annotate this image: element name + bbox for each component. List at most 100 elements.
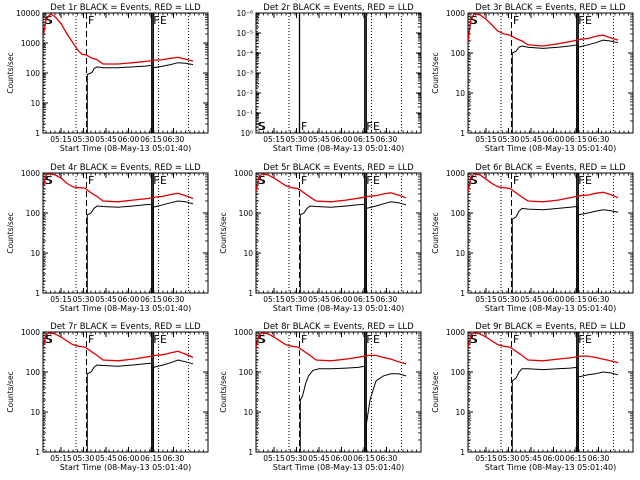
panel-1: Det 1r BLACK = Events, RED = LLD 1 10 100 10…	[6, 3, 209, 153]
event-marker-label: S	[259, 333, 266, 346]
x-tick-label: 05:45	[95, 454, 117, 463]
lld-series-line	[256, 332, 407, 365]
x-tick-label: 06:00	[331, 454, 353, 463]
x-tick-label: 05:15	[50, 295, 72, 304]
x-axis-label: Start Time (08-May-13 05:01:40)	[485, 463, 616, 472]
panel-title: Det 6r BLACK = Events, RED = LLD	[475, 163, 626, 173]
event-marker-label: E	[160, 174, 167, 187]
x-tick-label: 05:15	[475, 295, 497, 304]
x-tick-label: 06:30	[163, 135, 185, 144]
events-series-line	[86, 200, 194, 293]
y-tick-label: 10⁻¹	[236, 109, 253, 118]
event-marker-label: F	[301, 333, 307, 346]
event-marker-label: F	[88, 333, 94, 346]
y-tick-label: 1	[35, 289, 40, 298]
y-tick-label: 10⁰	[240, 129, 253, 138]
y-axis-label: Counts/sec	[6, 52, 15, 93]
event-marker-label: E	[373, 120, 380, 133]
x-tick-label: 05:30	[73, 295, 95, 304]
event-marker-label: S	[45, 333, 52, 346]
x-tick-label: 05:45	[95, 295, 117, 304]
x-tick-label: 05:30	[498, 135, 520, 144]
lld-series-line	[43, 332, 194, 362]
y-tick-label: 1000	[234, 169, 253, 178]
y-tick-label: 1	[460, 289, 465, 298]
event-marker-label: E	[160, 333, 167, 346]
x-axis-label: Start Time (08-May-13 05:01:40)	[273, 304, 404, 313]
plot-frame	[467, 172, 634, 294]
lld-series-line	[468, 173, 619, 203]
x-tick-label: 05:30	[73, 135, 95, 144]
y-tick-label: 100	[26, 209, 41, 218]
x-tick-label: 06:30	[588, 295, 610, 304]
panel-4: Det 4r BLACK = Events, RED = LLD 1 10 100 10…	[6, 163, 209, 313]
y-tick-label: 100	[239, 209, 254, 218]
x-tick-label: 05:45	[308, 454, 330, 463]
event-marker-label: S	[258, 174, 265, 187]
x-tick-label: 05:15	[475, 135, 497, 144]
x-tick-label: 06:00	[118, 295, 140, 304]
y-tick-label: 100	[239, 368, 254, 377]
panel-9: Det 9r BLACK = Events, RED = LLD 1 10 100 10…	[431, 322, 634, 472]
event-marker-label: S	[470, 174, 477, 187]
event-marker-label: F	[513, 174, 519, 187]
x-tick-label: 06:30	[588, 135, 610, 144]
y-axis-label: Counts/sec	[219, 371, 228, 412]
y-tick-label: 100	[26, 368, 41, 377]
events-series-line	[299, 365, 407, 452]
y-tick-label: 1	[35, 129, 40, 138]
x-tick-label: 05:15	[475, 454, 497, 463]
events-series-line	[511, 205, 619, 293]
y-tick-label: 1	[460, 448, 465, 457]
event-marker-label: F	[153, 333, 159, 346]
x-tick-label: 06:00	[543, 135, 565, 144]
event-marker-label: F	[366, 174, 372, 187]
event-marker-label: S	[259, 120, 266, 133]
x-axis-label: Start Time (08-May-13 05:01:40)	[273, 144, 404, 153]
event-marker-label: F	[578, 174, 584, 187]
x-tick-label: 05:30	[286, 135, 308, 144]
x-tick-label: 06:00	[543, 454, 565, 463]
y-tick-label: 1000	[21, 39, 40, 48]
event-marker-label: S	[471, 333, 478, 346]
x-axis-label: Start Time (08-May-13 05:01:40)	[273, 463, 404, 472]
events-series-line	[299, 201, 407, 293]
y-tick-label: 1	[248, 289, 253, 298]
x-tick-label: 05:45	[95, 135, 117, 144]
y-tick-label: 100	[451, 209, 466, 218]
x-tick-label: 05:45	[520, 295, 542, 304]
event-marker-label: F	[366, 120, 372, 133]
x-tick-label: 06:30	[163, 454, 185, 463]
y-tick-label: 1000	[446, 9, 465, 18]
x-tick-label: 05:30	[286, 454, 308, 463]
x-tick-label: 06:15	[353, 295, 375, 304]
event-marker-label: E	[585, 333, 592, 346]
x-tick-label: 05:15	[263, 454, 285, 463]
y-axis-label: Counts/sec	[431, 212, 440, 253]
event-marker-label: F	[153, 174, 159, 187]
x-tick-label: 06:15	[140, 295, 162, 304]
x-tick-label: 06:00	[118, 454, 140, 463]
lld-series-line	[468, 13, 619, 47]
x-tick-label: 06:15	[565, 135, 587, 144]
y-tick-label: 10⁻⁵	[236, 29, 253, 38]
events-series-line	[86, 359, 194, 452]
x-tick-label: 06:00	[118, 135, 140, 144]
event-marker-label: S	[45, 174, 52, 187]
x-tick-label: 06:15	[140, 454, 162, 463]
y-axis-label: Counts/sec	[6, 371, 15, 412]
event-marker-label: S	[45, 14, 52, 27]
x-tick-label: 06:30	[376, 295, 398, 304]
event-marker-label: S	[259, 174, 266, 187]
plot-frame	[42, 331, 209, 453]
panel-3: Det 3r BLACK = Events, RED = LLD 1 10 100 10…	[431, 3, 634, 153]
event-marker-label: E	[160, 14, 167, 27]
x-tick-label: 05:45	[308, 135, 330, 144]
y-axis-label: Counts/sec	[431, 52, 440, 93]
event-marker-label: S	[258, 333, 265, 346]
event-marker-label: F	[153, 14, 159, 27]
x-tick-label: 05:30	[498, 454, 520, 463]
x-axis-label: Start Time (08-May-13 05:01:40)	[60, 304, 191, 313]
panel-8: Det 8r BLACK = Events, RED = LLD 1 10 100 10…	[219, 322, 422, 472]
